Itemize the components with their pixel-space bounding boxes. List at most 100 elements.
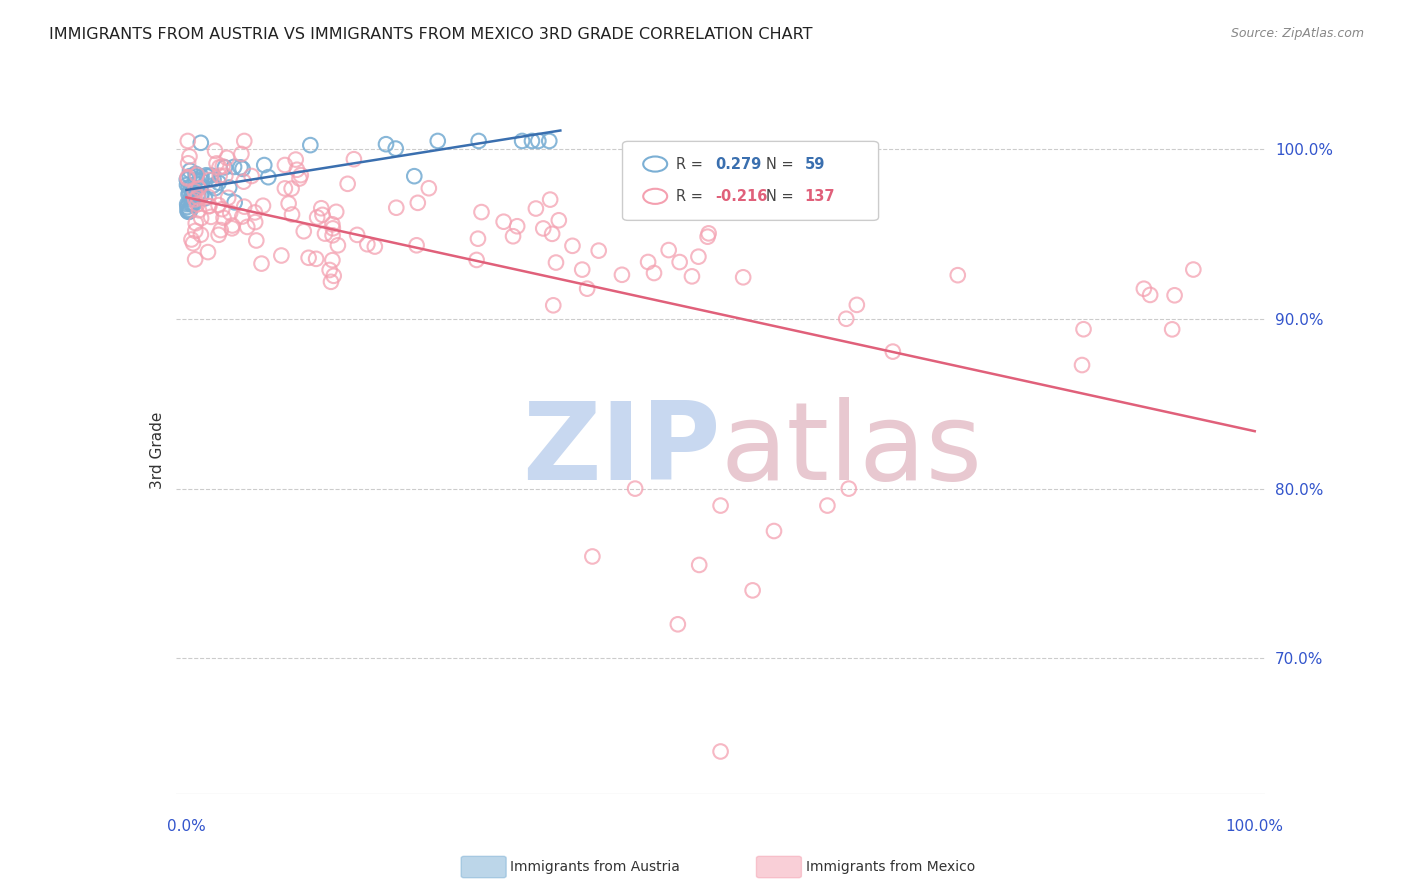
Text: R =: R = (676, 189, 707, 204)
Point (184, 224, 207, 238)
Point (177, 187, 200, 202)
Point (184, 167, 207, 181)
Point (179, 202, 201, 217)
Point (221, 221, 243, 235)
Point (375, 137, 398, 152)
Point (202, 172, 225, 186)
Point (658, 243, 681, 257)
Point (696, 229, 718, 244)
Point (741, 583, 763, 598)
Point (233, 200, 256, 214)
Point (184, 216, 207, 230)
Point (1073, 322, 1095, 336)
Point (364, 239, 387, 253)
FancyBboxPatch shape (623, 141, 879, 220)
Point (176, 170, 198, 185)
Point (211, 202, 233, 216)
Text: N =: N = (766, 189, 799, 204)
Point (233, 134, 256, 148)
Point (250, 257, 273, 271)
Point (322, 268, 344, 283)
Point (322, 228, 344, 243)
Point (177, 204, 200, 219)
Point (214, 161, 236, 175)
Point (325, 204, 347, 219)
Point (1163, 288, 1185, 302)
Point (183, 184, 205, 198)
Point (180, 232, 202, 246)
Point (231, 210, 253, 224)
Point (270, 248, 292, 262)
Point (538, 134, 561, 148)
Point (198, 199, 221, 213)
Point (280, 181, 302, 195)
Point (179, 149, 201, 163)
Point (208, 160, 231, 174)
Point (277, 196, 299, 211)
Point (187, 187, 209, 202)
Point (177, 134, 200, 148)
Point (181, 197, 204, 211)
Point (520, 134, 543, 148)
Point (177, 156, 200, 170)
Point (187, 181, 209, 195)
Point (506, 219, 529, 234)
Point (208, 176, 231, 190)
Point (197, 169, 219, 184)
Point (311, 208, 333, 222)
Point (221, 219, 243, 233)
Point (190, 227, 212, 242)
Point (322, 221, 344, 235)
Point (176, 197, 198, 211)
Point (181, 191, 204, 205)
Point (179, 163, 201, 178)
Point (207, 198, 229, 212)
Point (547, 213, 569, 227)
Point (384, 142, 406, 156)
Point (681, 269, 703, 284)
Text: -0.216: -0.216 (716, 189, 768, 204)
Point (179, 193, 201, 207)
Point (624, 192, 647, 206)
Text: Source: ZipAtlas.com: Source: ZipAtlas.com (1230, 27, 1364, 40)
Point (187, 190, 209, 204)
Point (326, 238, 349, 252)
Point (307, 211, 329, 225)
Point (467, 232, 489, 246)
Point (176, 172, 198, 186)
Point (697, 227, 720, 241)
Text: 0.0%: 0.0% (167, 819, 205, 834)
Point (236, 219, 259, 234)
Point (179, 185, 201, 199)
Point (467, 134, 489, 148)
Point (311, 201, 333, 215)
Point (200, 210, 222, 224)
Point (385, 201, 408, 215)
Point (1139, 288, 1161, 302)
Point (531, 221, 554, 235)
Point (190, 170, 212, 185)
Point (198, 173, 221, 187)
Point (232, 175, 254, 189)
Point (198, 199, 221, 213)
Point (186, 188, 208, 202)
Point (1071, 358, 1094, 372)
Point (212, 211, 235, 225)
Point (207, 227, 229, 242)
Point (502, 229, 524, 244)
Point (588, 244, 610, 258)
Point (176, 171, 198, 186)
Point (190, 189, 212, 203)
Point (470, 205, 492, 219)
Point (187, 178, 209, 192)
Point (346, 227, 368, 242)
Text: Immigrants from Austria: Immigrants from Austria (510, 860, 681, 874)
Point (285, 162, 308, 177)
Point (186, 197, 208, 211)
Point (215, 151, 238, 165)
Point (176, 200, 198, 214)
Point (204, 181, 226, 195)
Point (336, 177, 359, 191)
Point (288, 171, 311, 186)
Point (180, 180, 202, 194)
